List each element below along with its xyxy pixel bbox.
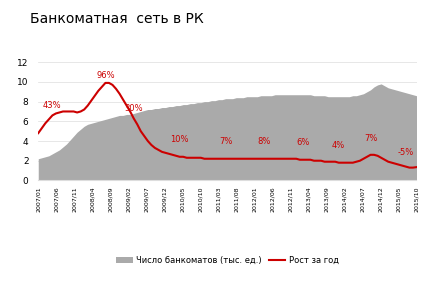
Text: 6%: 6% — [297, 138, 310, 147]
Text: 10%: 10% — [170, 135, 189, 144]
Text: 96%: 96% — [96, 71, 115, 80]
Text: 7%: 7% — [219, 137, 232, 146]
Text: 8%: 8% — [258, 137, 271, 146]
Text: 43%: 43% — [43, 100, 62, 109]
Legend: Число банкоматов (тыс. ед.), Рост за год: Число банкоматов (тыс. ед.), Рост за год — [113, 253, 342, 268]
Text: Банкоматная  сеть в РК: Банкоматная сеть в РК — [30, 12, 204, 26]
Text: 30%: 30% — [125, 104, 143, 113]
Text: 4%: 4% — [332, 141, 346, 150]
Text: -5%: -5% — [398, 148, 414, 157]
Text: 7%: 7% — [364, 134, 377, 143]
